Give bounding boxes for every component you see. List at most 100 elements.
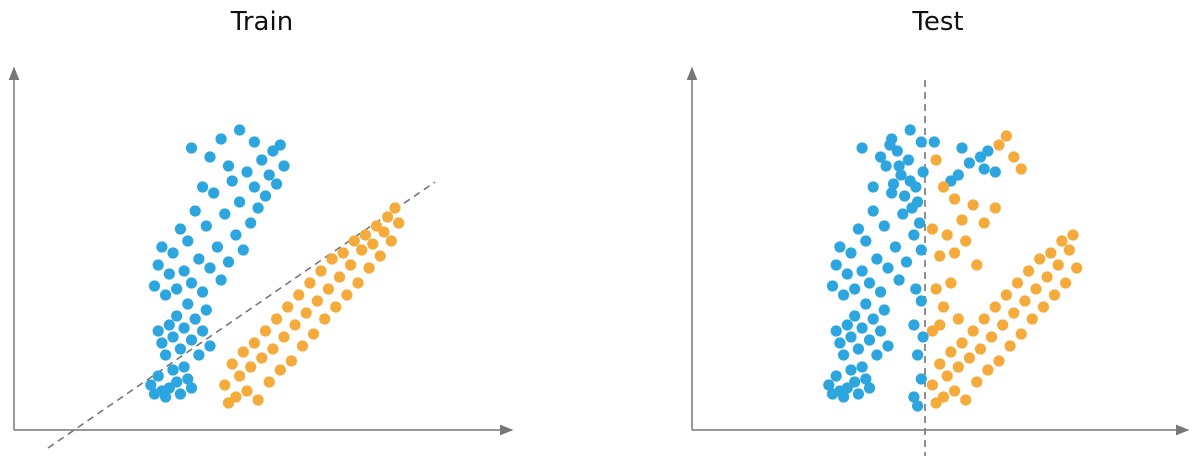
train-point-class-1-31 <box>333 271 346 283</box>
train-point-class-1-34 <box>345 259 357 271</box>
test-point-class-1-49 <box>1008 151 1020 163</box>
train-point-class-0-6 <box>167 364 179 376</box>
train-point-class-1-4 <box>234 370 246 382</box>
test-point-class-0-7 <box>849 376 861 388</box>
test-point-class-0-23 <box>871 349 883 361</box>
train-point-class-0-20 <box>182 298 194 310</box>
train-point-class-0-36 <box>182 235 194 247</box>
test-point-class-1-35 <box>1056 235 1068 247</box>
train-point-class-1-29 <box>326 253 338 265</box>
test-point-class-1-31 <box>1041 271 1053 283</box>
test-point-class-1-24 <box>1015 328 1027 340</box>
train-point-class-0-28 <box>152 259 164 271</box>
train-point-class-1-44 <box>382 211 394 223</box>
test-point-class-0-86 <box>978 163 990 175</box>
test-point-class-0-65 <box>886 133 898 145</box>
train-point-class-1-12 <box>263 376 275 388</box>
test-point-class-1-28 <box>1030 283 1042 295</box>
test-point-class-0-49 <box>908 229 920 241</box>
test-point-class-0-37 <box>863 277 876 289</box>
test-point-class-0-57 <box>899 190 911 202</box>
test-point-class-1-4 <box>941 370 953 382</box>
test-point-class-1-22 <box>1008 307 1020 319</box>
test-point-class-1-59 <box>945 277 957 289</box>
train-point-class-1-28 <box>322 283 334 295</box>
test-point-class-1-12 <box>971 376 983 388</box>
test-point-class-1-40 <box>930 154 942 166</box>
train-point-class-1-43 <box>378 226 390 238</box>
test-point-class-1-41 <box>937 181 950 193</box>
train-decision-boundary <box>47 181 436 449</box>
test-point-class-0-39 <box>871 253 883 265</box>
train-point-class-1-25 <box>311 295 323 307</box>
test-point-class-0-72 <box>915 373 927 385</box>
test-point-class-1-37 <box>1063 244 1075 256</box>
test-point-class-0-25 <box>878 304 890 316</box>
train-point-class-0-44 <box>211 241 223 253</box>
test-point-class-1-17 <box>989 301 1001 313</box>
test-point-class-0-10 <box>860 373 872 385</box>
train-point-class-0-38 <box>189 205 201 217</box>
train-point-class-1-27 <box>319 313 331 325</box>
test-point-class-0-26 <box>882 340 894 352</box>
train-point-class-1-21 <box>296 340 309 352</box>
test-point-class-0-47 <box>900 256 913 268</box>
test-points <box>823 124 1083 412</box>
test-point-class-1-38 <box>1067 229 1079 241</box>
train-point-class-1-36 <box>352 277 364 289</box>
train-point-class-1-41 <box>370 220 383 232</box>
test-point-class-0-36 <box>860 235 872 247</box>
train-point-class-0-56 <box>256 154 268 166</box>
train-point-class-1-16 <box>278 331 290 343</box>
train-point-class-0-60 <box>271 178 283 190</box>
test-point-class-1-10 <box>963 352 976 364</box>
test-point-class-1-25 <box>1019 295 1031 307</box>
test-point-class-1-43 <box>956 214 968 226</box>
test-point-class-1-46 <box>989 202 1001 214</box>
train-point-class-1-11 <box>259 325 272 337</box>
test-point-class-0-78 <box>928 136 940 148</box>
test-point-class-0-73 <box>908 391 920 403</box>
test-point-class-0-24 <box>875 325 887 337</box>
train-point-class-0-7 <box>171 376 183 388</box>
test-point-class-0-28 <box>830 259 842 271</box>
train-point-class-1-2 <box>226 358 238 370</box>
test-point-class-1-34 <box>1052 259 1064 271</box>
test-point-class-0-76 <box>917 331 929 343</box>
test-point-class-0-5 <box>841 382 853 394</box>
test-point-class-0-64 <box>856 142 868 154</box>
test-point-class-0-13 <box>834 337 846 349</box>
train-point-class-0-67 <box>197 181 209 193</box>
train-point-class-0-27 <box>148 280 161 292</box>
train-point-class-0-49 <box>230 229 242 241</box>
train-point-class-1-5 <box>237 346 249 358</box>
train-point-class-1-10 <box>256 352 268 364</box>
train-point-class-0-14 <box>160 349 172 361</box>
train-point-class-0-65 <box>215 133 227 145</box>
train-point-class-0-69 <box>248 136 260 148</box>
test-point-class-1-1 <box>930 397 942 409</box>
test-point-class-0-30 <box>838 289 850 301</box>
test-point-class-1-13 <box>974 343 987 355</box>
test-point-class-0-79 <box>945 175 957 187</box>
test-point-class-1-53 <box>941 229 953 241</box>
test-point-class-0-9 <box>856 361 868 373</box>
train-point-class-0-33 <box>171 283 183 295</box>
train-point-class-0-24 <box>197 325 209 337</box>
test-point-class-1-55 <box>960 235 972 247</box>
test-point-class-1-42 <box>949 193 961 205</box>
train-point-class-0-11 <box>185 382 198 394</box>
test-point-class-0-70 <box>908 319 920 331</box>
train-point-class-0-35 <box>178 265 190 277</box>
train-point-class-1-37 <box>356 244 368 256</box>
train-point-class-1-20 <box>293 289 305 301</box>
test-point-class-1-39 <box>1071 262 1083 274</box>
test-point-class-1-8 <box>956 337 968 349</box>
train-point-class-1-38 <box>359 229 371 241</box>
test-point-class-1-15 <box>982 364 994 376</box>
test-point-class-0-67 <box>867 181 879 193</box>
train-point-class-1-42 <box>374 250 386 262</box>
test-point-class-0-60 <box>887 178 900 190</box>
test-point-class-0-71 <box>912 349 924 361</box>
train-point-class-0-19 <box>178 322 190 334</box>
